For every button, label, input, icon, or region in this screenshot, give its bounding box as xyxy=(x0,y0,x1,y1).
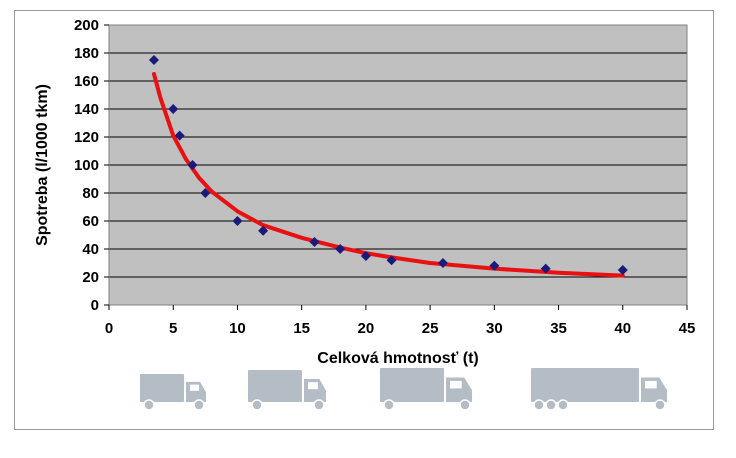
y-axis-title: Spotreba (l/1000 tkm) xyxy=(34,84,51,246)
truck-body xyxy=(531,368,639,402)
data-point xyxy=(540,263,551,274)
truck-wheel xyxy=(383,399,395,411)
y-axis-ticks: 0 20 40 60 80 100 120 140 160 180 200 xyxy=(74,17,109,314)
data-point xyxy=(168,104,179,114)
truck-wheel xyxy=(143,399,155,411)
truck-wheel xyxy=(545,399,557,411)
truck-wheel xyxy=(251,399,263,411)
data-point xyxy=(360,251,371,261)
data-point xyxy=(258,225,269,236)
y-tick-label: 140 xyxy=(74,101,99,118)
data-point xyxy=(187,160,198,170)
truck-body xyxy=(380,368,444,402)
chart-svg: 0 5 10 15 20 25 30 35 40 45 0 20 40 60 80 100 120 140 160… xyxy=(34,17,696,411)
truck-body xyxy=(248,370,302,402)
y-tick-label: 180 xyxy=(74,45,99,62)
truck-wheel xyxy=(313,399,325,411)
trendline xyxy=(152,72,625,278)
large-truck-icon xyxy=(380,368,472,411)
truck-window xyxy=(450,380,462,389)
medium-truck-icon xyxy=(248,370,326,411)
truck-wheel xyxy=(193,399,205,411)
x-tick-label: 15 xyxy=(293,320,310,337)
data-point xyxy=(489,260,500,271)
y-tick-label: 160 xyxy=(74,73,99,90)
data-point xyxy=(148,55,159,65)
x-tick-label: 5 xyxy=(169,320,177,337)
x-tick-label: 25 xyxy=(422,320,439,337)
truck-window xyxy=(645,380,657,389)
y-tick-label: 80 xyxy=(82,185,99,202)
data-point xyxy=(617,265,628,275)
truck-wheel xyxy=(533,399,545,411)
truck-icons-row xyxy=(140,368,667,411)
data-point xyxy=(437,258,448,268)
truck-wheel xyxy=(557,399,569,411)
x-tick-label: 35 xyxy=(550,320,567,337)
y-tick-label: 200 xyxy=(74,17,99,34)
semi-trailer-truck-icon xyxy=(531,368,667,411)
data-point xyxy=(335,244,346,254)
x-tick-label: 40 xyxy=(614,320,631,337)
y-tick-label: 40 xyxy=(82,241,99,258)
scatter-points xyxy=(148,55,628,275)
truck-wheel xyxy=(459,399,471,411)
x-tick-label: 20 xyxy=(358,320,375,337)
data-point xyxy=(386,255,397,266)
data-point xyxy=(232,216,243,226)
truck-window xyxy=(308,382,318,390)
data-point xyxy=(309,237,320,247)
x-tick-label: 10 xyxy=(229,320,246,337)
small-truck-icon xyxy=(140,374,206,411)
chart-frame: 0 5 10 15 20 25 30 35 40 45 0 20 40 60 80 100 120 140 160… xyxy=(14,10,714,430)
data-point xyxy=(200,188,211,198)
y-tick-label: 60 xyxy=(82,213,99,230)
y-tick-label: 20 xyxy=(82,269,99,286)
x-tick-label: 45 xyxy=(679,320,696,337)
trendline-path xyxy=(152,72,625,278)
y-tick-label: 120 xyxy=(74,129,99,146)
x-axis-ticks: 0 5 10 15 20 25 30 35 40 45 xyxy=(105,305,696,337)
y-tick-label: 0 xyxy=(91,297,99,314)
x-tick-label: 0 xyxy=(105,320,113,337)
data-point xyxy=(174,130,185,141)
truck-wheel xyxy=(654,399,666,411)
x-tick-label: 30 xyxy=(486,320,503,337)
y-tick-label: 100 xyxy=(74,157,99,174)
x-axis-title: Celková hmotnosť (t) xyxy=(317,350,478,367)
truck-window xyxy=(190,384,199,391)
truck-body xyxy=(140,374,184,402)
